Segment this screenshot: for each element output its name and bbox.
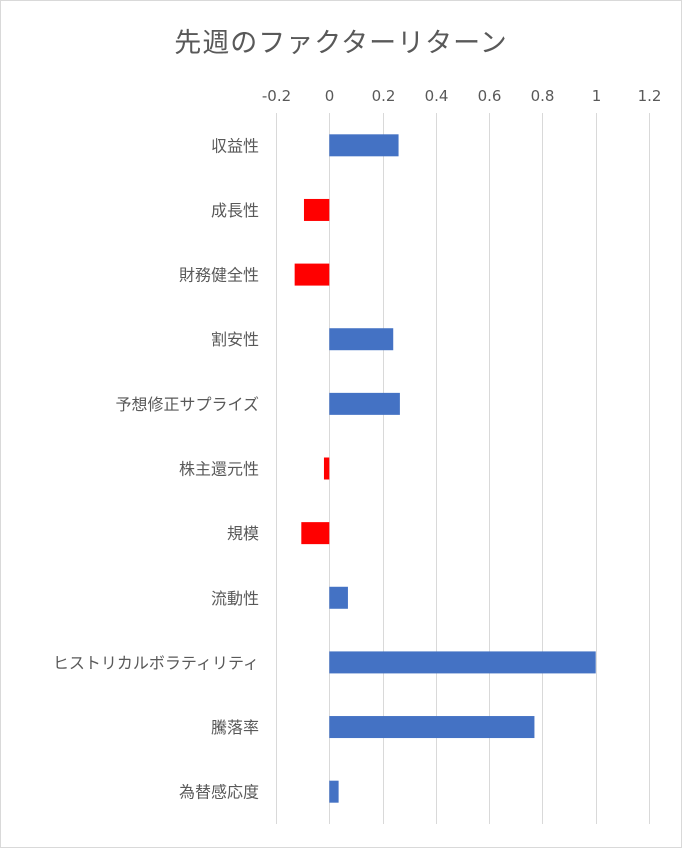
category-label: 流動性 — [211, 589, 259, 608]
bar — [329, 716, 535, 739]
x-tick-label: 1 — [592, 87, 602, 105]
bar — [303, 198, 330, 221]
chart-title: 先週のファクターリターン — [174, 28, 508, 59]
category-label: 規模 — [227, 524, 259, 543]
bar — [301, 522, 330, 545]
category-label: ヒストリカルボラティリティ — [53, 653, 259, 672]
bar — [329, 392, 400, 415]
bar — [329, 651, 596, 674]
x-tick-label: 1.2 — [638, 87, 662, 105]
x-tick-label: 0 — [325, 87, 335, 105]
category-label: 収益性 — [211, 136, 259, 155]
bar — [294, 263, 330, 286]
category-label: 為替感応度 — [179, 783, 259, 802]
bar — [329, 780, 339, 803]
bar — [323, 457, 330, 480]
bar — [329, 328, 394, 351]
category-label: 株主還元性 — [179, 460, 259, 479]
x-tick-label: 0.8 — [531, 87, 555, 105]
bar — [329, 586, 348, 609]
x-tick-label: 0.6 — [478, 87, 502, 105]
category-label: 割安性 — [211, 330, 259, 349]
x-tick-label: 0.2 — [372, 87, 396, 105]
x-tick-label: 0.4 — [425, 87, 449, 105]
x-tick-label: -0.2 — [262, 87, 291, 105]
category-label: 予想修正サプライズ — [115, 395, 259, 414]
category-label: 成長性 — [211, 201, 259, 220]
category-label: 財務健全性 — [179, 266, 259, 285]
bar — [329, 134, 399, 157]
category-label: 騰落率 — [211, 718, 259, 737]
